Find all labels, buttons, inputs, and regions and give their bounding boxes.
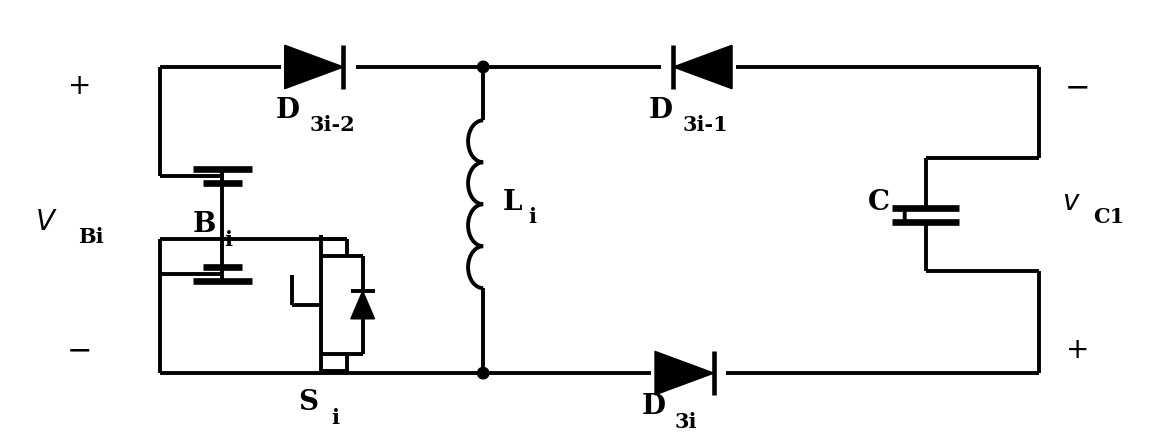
Text: 3i-1: 3i-1 [683,115,729,135]
Polygon shape [673,45,732,89]
Polygon shape [655,351,714,395]
Text: D: D [641,393,665,420]
Text: Bi: Bi [79,227,104,247]
Text: C1: C1 [1094,207,1125,227]
Text: $+$: $+$ [1065,337,1087,364]
Text: i: i [224,230,232,250]
Circle shape [477,367,489,379]
Text: $+$: $+$ [67,73,89,100]
Text: $\mathit{v}$: $\mathit{v}$ [1061,189,1081,216]
Text: D: D [649,97,673,124]
Circle shape [477,61,489,73]
Text: S: S [298,389,319,416]
Text: D: D [276,97,300,124]
Text: $-$: $-$ [66,335,90,366]
Text: 3i-2: 3i-2 [310,115,355,135]
Text: i: i [529,207,537,227]
Text: L: L [502,189,522,216]
Text: 1: 1 [896,207,910,227]
Text: B: B [193,211,216,239]
Text: C: C [869,189,891,216]
Polygon shape [284,45,343,89]
Polygon shape [351,291,374,319]
Text: $-$: $-$ [1064,71,1088,102]
Text: i: i [331,408,340,428]
Text: 3i: 3i [675,412,698,431]
Text: $\mathit{V}$: $\mathit{V}$ [35,208,58,236]
